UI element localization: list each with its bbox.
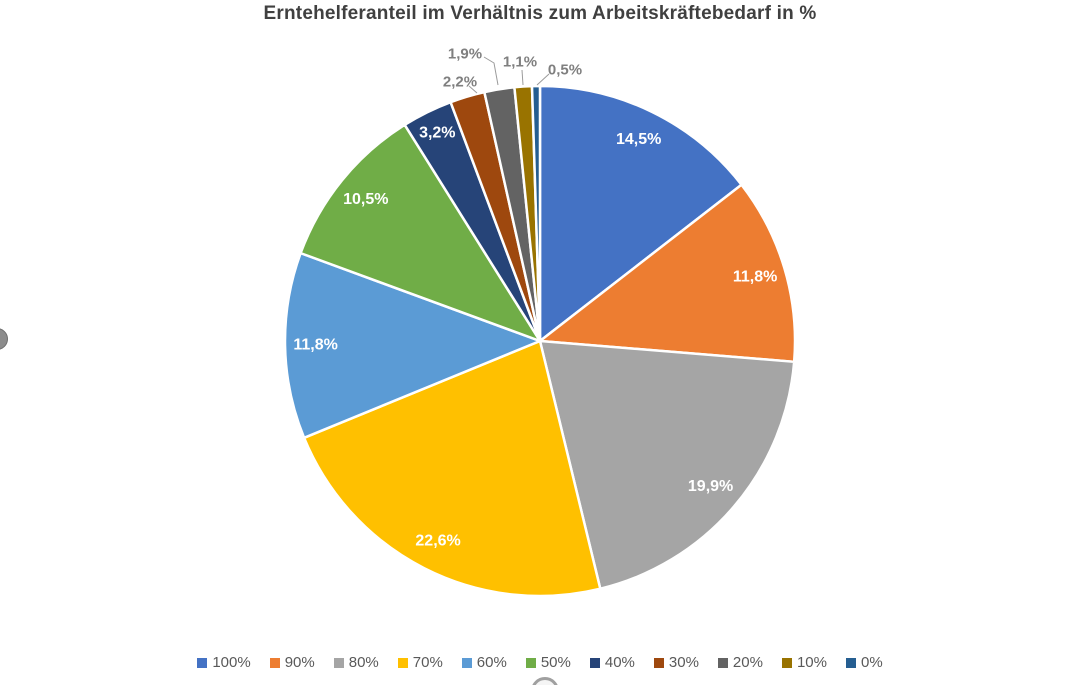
legend-label: 60%	[476, 654, 507, 671]
legend-label: 90%	[284, 654, 315, 671]
legend-label: 20%	[732, 654, 763, 671]
legend-swatch-icon	[525, 657, 536, 668]
legend-label: 80%	[348, 654, 379, 671]
pie-slice-label-40pct: 3,2%	[419, 124, 455, 141]
legend-item-0pct: 0%	[845, 654, 883, 671]
legend-swatch-icon	[717, 657, 728, 668]
legend-swatch-icon	[845, 657, 856, 668]
pie-slice-label-60pct: 11,8%	[293, 337, 337, 354]
legend-label: 100%	[212, 654, 251, 671]
legend-label: 50%	[540, 654, 571, 671]
pie-slice-label-10pct: 1,1%	[503, 54, 537, 71]
leader-line-0pct	[536, 73, 550, 86]
pie-slice-label-100pct: 14,5%	[616, 131, 661, 148]
chart-title: Erntehelferanteil im Verhältnis zum Arbe…	[263, 3, 817, 24]
legend-label: 30%	[668, 654, 699, 671]
legend-item-20pct: 20%	[717, 654, 763, 671]
leader-line-10pct	[521, 69, 524, 86]
pie-slice-0pct	[530, 84, 542, 343]
legend-swatch-icon	[269, 657, 280, 668]
legend-item-90pct: 90%	[269, 654, 315, 671]
legend-item-10pct: 10%	[781, 654, 827, 671]
legend-swatch-icon	[589, 657, 600, 668]
legend-label: 40%	[604, 654, 635, 671]
pie-slice-label-50pct: 10,5%	[343, 191, 388, 208]
legend-item-80pct: 80%	[333, 654, 379, 671]
pie-slice-90pct	[538, 183, 797, 364]
legend-swatch-icon	[461, 657, 472, 668]
legend-label: 70%	[412, 654, 443, 671]
legend-item-100pct: 100%	[197, 654, 251, 671]
pie-slice-60pct	[283, 251, 542, 440]
legend-item-60pct: 60%	[461, 654, 507, 671]
legend-swatch-icon	[781, 657, 792, 668]
legend-swatch-icon	[397, 657, 408, 668]
pie-slice-50pct	[299, 123, 542, 343]
legend-item-70pct: 70%	[397, 654, 443, 671]
chart-legend: 100% 90% 80% 70% 60% 50% 40% 30% 20% 10% 0%	[0, 654, 1080, 671]
pie-slice-label-0pct: 0,5%	[548, 62, 582, 79]
pie-slice-label-90pct: 11,8%	[733, 269, 777, 286]
legend-item-40pct: 40%	[589, 654, 635, 671]
legend-swatch-icon	[333, 657, 344, 668]
legend-item-30pct: 30%	[653, 654, 699, 671]
pie-slice-label-20pct: 1,9%	[448, 46, 482, 63]
pie-slice-70pct	[302, 339, 602, 598]
leader-line-20pct	[483, 56, 499, 86]
pie-slice-100pct	[538, 84, 743, 343]
pie-slice-80pct	[538, 339, 796, 591]
pie-slice-label-80pct: 19,9%	[688, 478, 733, 495]
legend-label: 0%	[860, 654, 883, 671]
legend-label: 10%	[796, 654, 827, 671]
leader-line-30pct	[468, 85, 478, 94]
legend-swatch-icon	[653, 657, 664, 668]
legend-item-50pct: 50%	[525, 654, 571, 671]
pie-slice-label-30pct: 2,2%	[443, 74, 477, 91]
legend-swatch-icon	[197, 657, 208, 668]
pie-slice-label-70pct: 22,6%	[415, 532, 460, 549]
